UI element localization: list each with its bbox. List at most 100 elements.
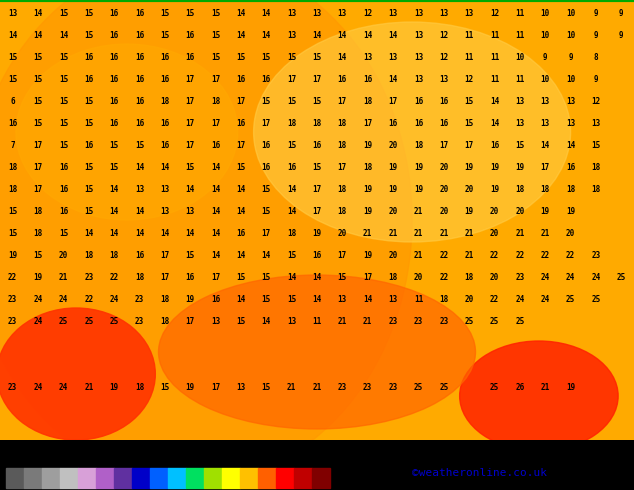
Text: 14: 14 bbox=[34, 31, 42, 40]
Text: 16: 16 bbox=[135, 251, 144, 260]
Text: 15: 15 bbox=[34, 53, 42, 62]
Text: 17: 17 bbox=[338, 163, 347, 172]
Text: 13: 13 bbox=[566, 97, 575, 106]
Text: 20: 20 bbox=[389, 251, 398, 260]
Text: 16: 16 bbox=[389, 119, 398, 128]
Text: 24: 24 bbox=[110, 294, 119, 304]
Text: 23: 23 bbox=[592, 251, 600, 260]
Text: 13: 13 bbox=[414, 74, 423, 84]
Text: 15: 15 bbox=[313, 97, 321, 106]
Text: 13: 13 bbox=[541, 119, 550, 128]
Text: 16: 16 bbox=[262, 74, 271, 84]
Text: 19: 19 bbox=[414, 185, 423, 194]
Text: 14: 14 bbox=[59, 31, 68, 40]
Text: 11: 11 bbox=[490, 53, 499, 62]
Text: 19: 19 bbox=[34, 273, 42, 282]
Text: 15: 15 bbox=[110, 163, 119, 172]
Text: 19: 19 bbox=[363, 251, 372, 260]
Text: 19: 19 bbox=[566, 383, 575, 392]
Text: 20: 20 bbox=[465, 294, 474, 304]
Text: 14: 14 bbox=[313, 294, 321, 304]
Text: 15: 15 bbox=[160, 31, 169, 40]
Text: 11: 11 bbox=[515, 9, 524, 18]
Text: 25: 25 bbox=[465, 317, 474, 326]
Text: 24: 24 bbox=[59, 294, 68, 304]
Text: 14: 14 bbox=[363, 294, 372, 304]
Text: 13: 13 bbox=[541, 97, 550, 106]
Text: 22: 22 bbox=[515, 251, 524, 260]
Bar bbox=[60, 467, 78, 488]
Text: 20: 20 bbox=[389, 141, 398, 150]
Bar bbox=[114, 467, 132, 488]
Text: 14: 14 bbox=[186, 229, 195, 238]
Ellipse shape bbox=[254, 22, 571, 242]
Text: 11: 11 bbox=[414, 294, 423, 304]
Text: 23: 23 bbox=[389, 317, 398, 326]
Text: 14: 14 bbox=[389, 31, 398, 40]
Text: 20: 20 bbox=[465, 185, 474, 194]
Text: 21: 21 bbox=[59, 273, 68, 282]
Bar bbox=[222, 467, 240, 488]
Text: 22: 22 bbox=[541, 251, 550, 260]
Text: 14: 14 bbox=[262, 251, 271, 260]
Text: 16: 16 bbox=[262, 141, 271, 150]
Text: 25: 25 bbox=[414, 383, 423, 392]
Text: 14: 14 bbox=[211, 185, 220, 194]
Text: 16: 16 bbox=[59, 185, 68, 194]
Text: 16: 16 bbox=[135, 53, 144, 62]
Text: 15: 15 bbox=[313, 53, 321, 62]
Text: 23: 23 bbox=[135, 294, 144, 304]
Text: 14: 14 bbox=[236, 207, 245, 216]
Text: 25: 25 bbox=[566, 294, 575, 304]
Bar bbox=[312, 467, 330, 488]
Text: 13: 13 bbox=[439, 74, 448, 84]
Text: 18: 18 bbox=[338, 207, 347, 216]
Text: 13: 13 bbox=[363, 53, 372, 62]
Text: 18: 18 bbox=[8, 185, 17, 194]
Text: 13: 13 bbox=[287, 9, 296, 18]
Text: 15: 15 bbox=[160, 383, 169, 392]
Text: 22: 22 bbox=[490, 251, 499, 260]
Text: 15: 15 bbox=[59, 141, 68, 150]
Text: 25: 25 bbox=[617, 273, 626, 282]
Text: 15: 15 bbox=[236, 273, 245, 282]
Text: 13: 13 bbox=[465, 9, 474, 18]
Text: 15: 15 bbox=[59, 74, 68, 84]
Text: 15: 15 bbox=[84, 31, 93, 40]
Text: 19: 19 bbox=[490, 185, 499, 194]
Text: 13: 13 bbox=[566, 119, 575, 128]
Text: 15: 15 bbox=[262, 294, 271, 304]
Text: 21: 21 bbox=[363, 229, 372, 238]
Text: 23: 23 bbox=[84, 273, 93, 282]
Text: 14: 14 bbox=[211, 207, 220, 216]
Text: 15: 15 bbox=[160, 9, 169, 18]
Text: 16: 16 bbox=[186, 273, 195, 282]
Bar bbox=[78, 467, 96, 488]
Text: 24: 24 bbox=[592, 273, 600, 282]
Text: 18: 18 bbox=[313, 119, 321, 128]
Text: 24: 24 bbox=[515, 294, 524, 304]
Text: 16: 16 bbox=[110, 97, 119, 106]
Text: 9: 9 bbox=[593, 9, 598, 18]
Text: 14: 14 bbox=[211, 229, 220, 238]
Text: 16: 16 bbox=[110, 119, 119, 128]
Text: 20: 20 bbox=[439, 163, 448, 172]
Text: 23: 23 bbox=[8, 317, 17, 326]
Text: 22: 22 bbox=[84, 294, 93, 304]
Text: 17: 17 bbox=[439, 141, 448, 150]
Text: 14: 14 bbox=[363, 31, 372, 40]
Text: 20: 20 bbox=[490, 273, 499, 282]
Text: 16: 16 bbox=[287, 163, 296, 172]
Text: 10: 10 bbox=[566, 31, 575, 40]
Text: 25: 25 bbox=[490, 383, 499, 392]
Text: 8: 8 bbox=[593, 53, 598, 62]
Text: 16: 16 bbox=[439, 119, 448, 128]
Text: 11: 11 bbox=[313, 317, 321, 326]
Text: 15: 15 bbox=[211, 53, 220, 62]
Text: 16: 16 bbox=[236, 229, 245, 238]
Text: 24: 24 bbox=[541, 294, 550, 304]
Text: 17: 17 bbox=[313, 207, 321, 216]
Text: 15: 15 bbox=[211, 9, 220, 18]
Ellipse shape bbox=[460, 341, 618, 451]
Text: 15: 15 bbox=[287, 251, 296, 260]
